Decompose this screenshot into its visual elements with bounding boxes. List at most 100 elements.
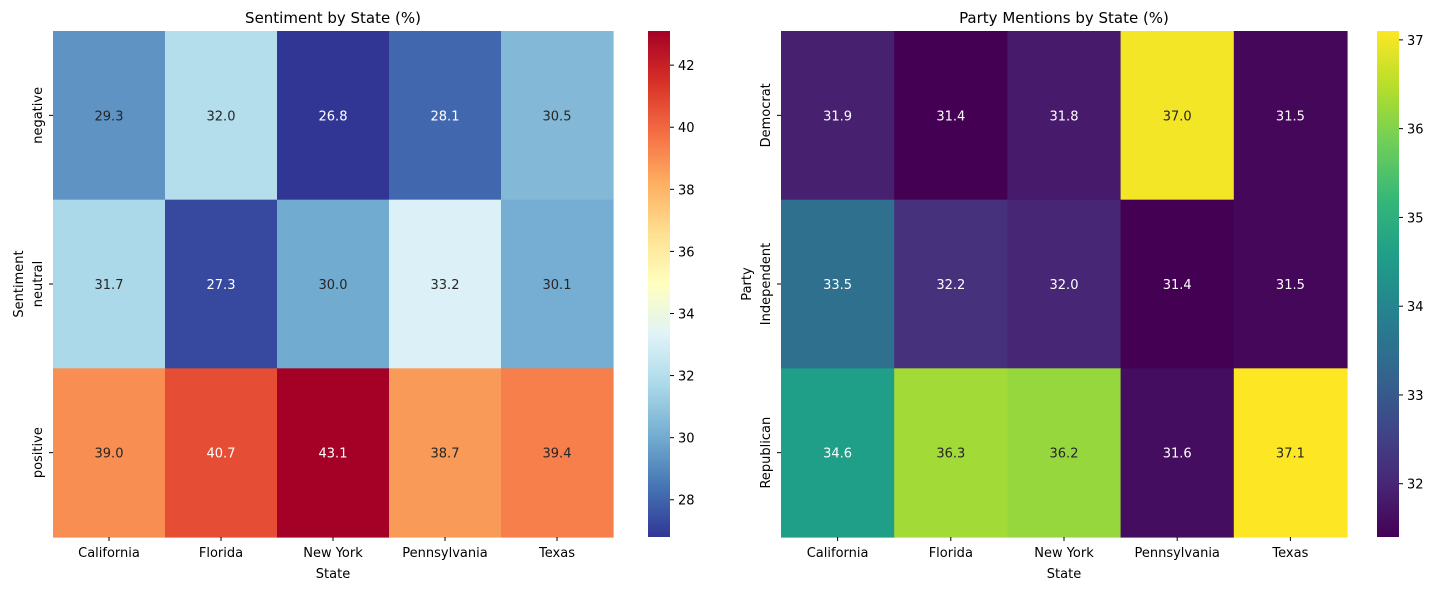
y-axis-label: Sentiment bbox=[12, 250, 27, 317]
colorbar-tick-label: 35 bbox=[1407, 211, 1424, 226]
cell-value-label: 39.4 bbox=[543, 447, 572, 462]
cell-value-label: 40.7 bbox=[207, 447, 236, 462]
colorbar-tick-label: 38 bbox=[678, 183, 695, 198]
cell-value-label: 27.3 bbox=[207, 278, 236, 293]
x-tick-label: Pennsylvania bbox=[1134, 546, 1219, 561]
y-tick-label: Democrat bbox=[759, 83, 774, 147]
x-tick-label: Pennsylvania bbox=[402, 546, 487, 561]
heatmap-cell bbox=[501, 31, 614, 201]
chart-title: Sentiment by State (%) bbox=[245, 9, 421, 27]
y-tick-label: Independent bbox=[759, 243, 774, 325]
heatmap-cell bbox=[53, 31, 166, 201]
colorbar-tick-label: 30 bbox=[678, 432, 695, 447]
x-axis-label: State bbox=[316, 567, 350, 582]
heatmap-cell bbox=[1007, 368, 1122, 538]
heatmap-cell bbox=[1120, 199, 1235, 369]
cell-value-label: 33.5 bbox=[823, 278, 852, 293]
y-tick-label: negative bbox=[31, 87, 46, 144]
cell-value-label: 30.5 bbox=[543, 109, 572, 124]
heatmap-cell bbox=[389, 368, 502, 538]
heatmap-cell bbox=[1120, 31, 1235, 201]
chart-title: Party Mentions by State (%) bbox=[959, 9, 1169, 27]
x-tick-label: Florida bbox=[929, 546, 973, 561]
heatmap-cell bbox=[165, 31, 278, 201]
cell-value-label: 31.4 bbox=[1163, 278, 1192, 293]
cell-value-label: 31.6 bbox=[1163, 447, 1192, 462]
colorbar-tick-label: 28 bbox=[678, 494, 695, 509]
heatmap-cell bbox=[165, 368, 278, 538]
heatmap-cell bbox=[894, 368, 1008, 538]
cell-value-label: 43.1 bbox=[319, 447, 348, 462]
colorbar bbox=[1377, 31, 1399, 537]
x-tick-label: Texas bbox=[538, 546, 575, 561]
heatmap-1: Sentiment by State (%) 29.3 32.0 26.8 28.1 30… bbox=[12, 9, 695, 582]
cell-value-label: 31.9 bbox=[823, 109, 852, 124]
heatmap-cell bbox=[1233, 199, 1348, 369]
cell-value-label: 39.0 bbox=[95, 447, 124, 462]
cell-value-label: 31.8 bbox=[1050, 109, 1079, 124]
heatmap-cell bbox=[1007, 199, 1122, 369]
heatmap-cell bbox=[1233, 368, 1348, 538]
cell-value-label: 31.5 bbox=[1276, 278, 1305, 293]
cell-value-label: 32.0 bbox=[207, 109, 236, 124]
y-tick-label: Republican bbox=[759, 417, 774, 489]
heatmap-cell bbox=[781, 368, 895, 538]
colorbar bbox=[648, 31, 670, 537]
colorbar-tick-label: 34 bbox=[1407, 300, 1424, 315]
colorbar-tick-label: 37 bbox=[1407, 34, 1424, 49]
x-tick-label: New York bbox=[303, 546, 363, 561]
heatmap-cell bbox=[501, 368, 614, 538]
heatmap-cell bbox=[894, 31, 1008, 201]
heatmap-cell bbox=[1233, 31, 1348, 201]
colorbar-tick-label: 40 bbox=[678, 121, 695, 136]
y-axis-label: Party bbox=[740, 267, 755, 301]
cell-value-label: 37.1 bbox=[1276, 447, 1305, 462]
cell-value-label: 28.1 bbox=[431, 109, 460, 124]
cell-value-label: 33.2 bbox=[431, 278, 460, 293]
heatmap-cell bbox=[277, 368, 390, 538]
heatmap-2: Party Mentions by State (%) 31.9 31.4 31.8 3… bbox=[740, 9, 1424, 582]
heatmap-cell bbox=[894, 199, 1008, 369]
heatmap-cell bbox=[53, 199, 166, 369]
x-axis-label: State bbox=[1047, 567, 1081, 582]
cell-value-label: 31.7 bbox=[95, 278, 124, 293]
cell-value-label: 37.0 bbox=[1163, 109, 1192, 124]
x-tick-label: California bbox=[78, 546, 140, 561]
colorbar-tick-label: 32 bbox=[678, 370, 695, 385]
x-tick-label: California bbox=[807, 546, 869, 561]
heatmap-cell bbox=[389, 199, 502, 369]
cell-value-label: 29.3 bbox=[95, 109, 124, 124]
colorbar-tick-label: 36 bbox=[678, 245, 695, 260]
cell-value-label: 26.8 bbox=[319, 109, 348, 124]
x-tick-label: Florida bbox=[199, 546, 243, 561]
colorbar-tick-label: 34 bbox=[678, 307, 695, 322]
heatmap-cell bbox=[1120, 368, 1235, 538]
cell-value-label: 31.4 bbox=[936, 109, 965, 124]
x-tick-label: Texas bbox=[1271, 546, 1308, 561]
heatmap-cell bbox=[781, 199, 895, 369]
cell-value-label: 30.1 bbox=[543, 278, 572, 293]
x-tick-label: New York bbox=[1034, 546, 1094, 561]
cell-value-label: 36.3 bbox=[936, 447, 965, 462]
colorbar-tick-label: 33 bbox=[1407, 389, 1424, 404]
cell-value-label: 38.7 bbox=[431, 447, 460, 462]
y-tick-label: positive bbox=[31, 427, 46, 478]
colorbar-tick-label: 42 bbox=[678, 59, 695, 74]
y-tick-label: neutral bbox=[31, 261, 46, 308]
heatmap-cell bbox=[501, 199, 614, 369]
colorbar-tick-label: 36 bbox=[1407, 123, 1424, 138]
cell-value-label: 31.5 bbox=[1276, 109, 1305, 124]
heatmap-cell bbox=[277, 199, 390, 369]
colorbar-tick-label: 32 bbox=[1407, 478, 1424, 493]
heatmap-cell bbox=[781, 31, 895, 201]
cell-value-label: 34.6 bbox=[823, 447, 852, 462]
heatmap-cell bbox=[277, 31, 390, 201]
cell-value-label: 36.2 bbox=[1050, 447, 1079, 462]
heatmap-cell bbox=[165, 199, 278, 369]
heatmap-cell bbox=[389, 31, 502, 201]
heatmap-cell bbox=[53, 368, 166, 538]
cell-value-label: 30.0 bbox=[319, 278, 348, 293]
cell-value-label: 32.2 bbox=[936, 278, 965, 293]
